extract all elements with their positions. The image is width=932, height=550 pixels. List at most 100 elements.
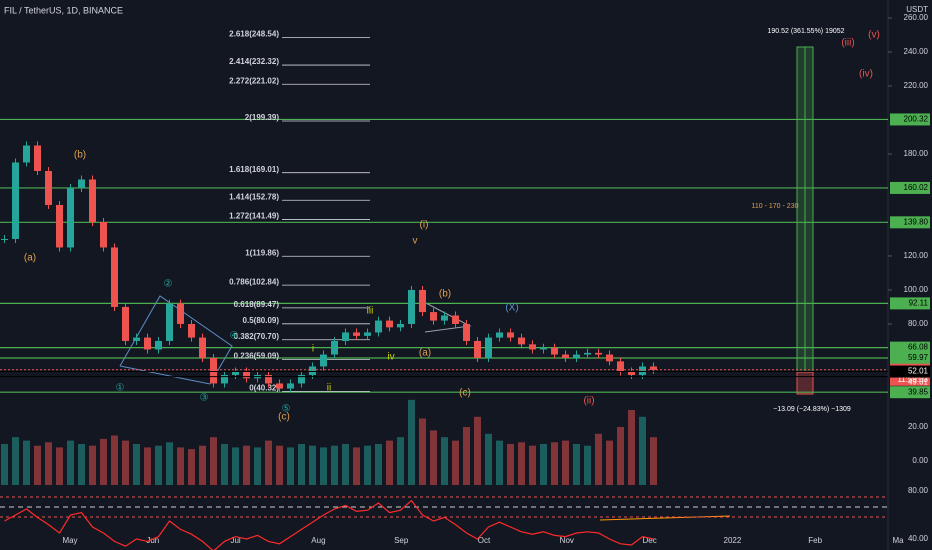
volume-bar (221, 444, 228, 485)
candle (639, 366, 646, 375)
fib-label: 2.414(232.32) (229, 57, 279, 66)
candle (529, 344, 536, 350)
candle (419, 289, 426, 313)
annotation: iii (367, 306, 374, 317)
candle (188, 323, 195, 338)
annotation: (c) (278, 412, 290, 423)
level-tag (890, 216, 930, 229)
fib-label: 2(199.39) (245, 113, 280, 122)
annotation: (a) (24, 253, 36, 264)
annotation: (iii) (841, 38, 854, 49)
y-tick-label: 180.00 (904, 149, 929, 158)
chart-title: FIL / TetherUS, 1D, BINANCE (4, 5, 123, 15)
volume-bar (23, 440, 30, 485)
annotation: (c) (459, 388, 471, 399)
level-label: 200.32 (904, 115, 929, 124)
candle (298, 374, 305, 384)
volume-bar (397, 437, 404, 485)
candle (573, 354, 580, 358)
volume-bar (386, 440, 393, 485)
level-label: 160.02 (904, 183, 929, 192)
annotation: (b) (439, 289, 451, 300)
level-label: 92.11 (909, 298, 929, 307)
candle (463, 323, 470, 341)
candle (276, 383, 283, 389)
candle (45, 170, 52, 205)
candle (221, 374, 228, 384)
volume-bar (452, 440, 459, 485)
volume-bar (12, 437, 19, 485)
volume-bar (474, 416, 481, 485)
currency: USDT (906, 5, 928, 14)
candle (133, 337, 140, 341)
volume-bar (166, 442, 173, 485)
candle (584, 352, 591, 355)
volume-bar (320, 447, 327, 485)
volume-bar (364, 445, 371, 485)
y-tick-label: 240.00 (904, 47, 929, 56)
volume-bar (177, 447, 184, 485)
level-tag (890, 181, 930, 194)
x-tick-label: Dec (642, 536, 656, 545)
candle (430, 312, 437, 321)
fib-label: 1.618(169.01) (229, 165, 279, 174)
fib-label: 2.272(221.02) (229, 76, 279, 85)
volume-bar (441, 437, 448, 485)
y-tick-label: 80.00 (908, 319, 929, 328)
volume-bar (496, 440, 503, 485)
level-label: 59.97 (908, 353, 929, 362)
volume-bar (353, 447, 360, 485)
x-tick-label: Jul (230, 536, 240, 545)
volume-bar (595, 433, 602, 485)
vol-tick-label: 0.00 (912, 456, 928, 465)
candle (375, 320, 382, 333)
annotation: (b) (74, 150, 86, 161)
candle (364, 332, 371, 336)
x-tick-label: May (62, 536, 77, 545)
y-tick-label: 220.00 (904, 81, 929, 90)
countdown: 11:59:03 (897, 375, 928, 384)
candle (155, 340, 162, 350)
x-tick-label: Jun (146, 536, 159, 545)
volume-bar (573, 444, 580, 485)
candle (650, 366, 657, 370)
annotation: i (312, 344, 314, 355)
volume-bar (408, 399, 415, 485)
x-tick-label: Ma (892, 536, 904, 545)
volume-bar (375, 444, 382, 485)
candle (452, 315, 459, 324)
x-tick-label: Nov (560, 536, 574, 545)
volume-bar (122, 440, 129, 485)
candle (122, 306, 129, 341)
annotation: ii (327, 383, 331, 394)
annotation: (ii) (583, 396, 594, 407)
candle (12, 162, 19, 239)
candle (342, 332, 349, 341)
annotation: ① (116, 383, 125, 394)
level-tag (890, 352, 930, 365)
x-tick-label: Oct (478, 536, 491, 545)
volume-bar (650, 437, 657, 485)
candle (100, 221, 107, 248)
candle (166, 303, 173, 341)
annotation: ⑤ (282, 404, 291, 415)
candle (518, 337, 525, 345)
candle (397, 323, 404, 328)
fib-label: 0.786(102.84) (229, 277, 279, 286)
fib-label: 2.618(248.54) (229, 30, 279, 39)
annotation: (a) (419, 348, 431, 359)
volume-bar (89, 445, 96, 485)
volume-bar (485, 433, 492, 485)
candle (265, 374, 272, 384)
volume-bar (210, 437, 217, 485)
level-tag (890, 297, 930, 310)
candle (485, 337, 492, 358)
candle (23, 145, 30, 163)
annotation: (v) (868, 30, 880, 41)
annotation: 190.52 (361.55%) 19052 (767, 28, 844, 35)
y-tick-label: 120.00 (904, 251, 929, 260)
volume-bar (78, 444, 85, 485)
annotation: (i) (420, 220, 429, 231)
volume-bar (518, 442, 525, 485)
level-tag (890, 386, 930, 399)
